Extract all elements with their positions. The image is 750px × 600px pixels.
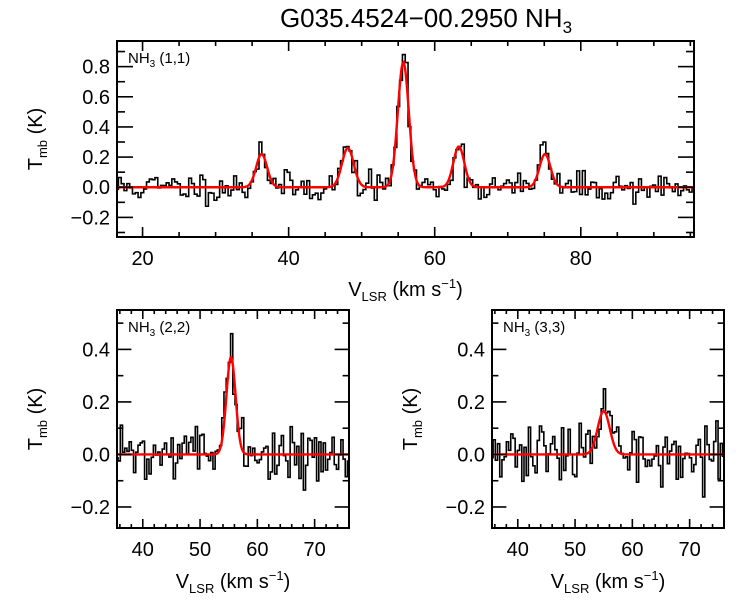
x-tick-label: 40	[278, 248, 300, 270]
y-tick-label: 0.4	[82, 339, 110, 361]
y-axis-label: Tmb (K)	[25, 388, 50, 451]
gaussian-fit-line	[117, 60, 694, 189]
axes-frame	[491, 309, 725, 529]
panel-label: NH3 (2,2)	[128, 319, 190, 339]
y-axis-label: Tmb (K)	[400, 388, 425, 451]
x-tick-label: 40	[507, 539, 529, 561]
x-tick-label: 40	[132, 539, 154, 561]
gaussian-fit-line	[492, 409, 724, 456]
x-tick-label: 60	[621, 539, 643, 561]
panel-nh3-22: 40 50 60 70 −0.2 0.0 0.2 0.4 NH3 (2,2) VLSR (km s…	[25, 309, 350, 596]
spectrum-histogram	[117, 53, 694, 208]
y-tick-label: 0.0	[457, 444, 485, 466]
y-tick-label: −0.2	[71, 207, 110, 229]
y-tick-label: −0.2	[446, 497, 485, 519]
y-tick-label: 0.6	[82, 87, 110, 109]
chart-title: G035.4524−00.2950 NH3	[280, 3, 572, 37]
y-tick-label: 0.4	[457, 339, 485, 361]
y-tick-label: 0.0	[82, 177, 110, 199]
panel-label: NH3 (3,3)	[503, 319, 565, 339]
x-tick-label: 20	[131, 248, 153, 270]
y-tick-label: 0.0	[82, 444, 110, 466]
x-tick-label: 50	[189, 539, 211, 561]
x-tick-label: 70	[304, 539, 326, 561]
y-tick-label: 0.8	[82, 57, 110, 79]
panel-label: NH3 (1,1)	[128, 50, 190, 70]
x-tick-label: 50	[564, 539, 586, 561]
axes-frame	[116, 309, 350, 529]
spectrum-histogram	[492, 387, 724, 498]
y-tick-label: 0.2	[457, 392, 485, 414]
axes-frame	[116, 40, 695, 238]
y-tick-label: 0.4	[82, 117, 110, 139]
x-tick-label: 80	[570, 248, 592, 270]
x-axis-label: VLSR (km s−1)	[176, 568, 291, 596]
x-tick-label: 70	[679, 539, 701, 561]
y-axis-label: Tmb (K)	[25, 108, 50, 171]
x-tick-label: 60	[246, 539, 268, 561]
x-axis-label: VLSR (km s−1)	[348, 276, 463, 304]
y-tick-label: 0.2	[82, 147, 110, 169]
panel-nh3-33: 40 50 60 70 −0.2 0.0 0.2 0.4 NH3 (3,3) VLSR (km s…	[400, 309, 725, 596]
gaussian-fit-line	[117, 355, 349, 456]
x-axis-label: VLSR (km s−1)	[551, 568, 666, 596]
spectrum-histogram	[117, 332, 349, 491]
chart-title-subscript: 3	[563, 18, 572, 37]
y-tick-label: 0.2	[82, 392, 110, 414]
y-tick-label: −0.2	[71, 497, 110, 519]
panel-nh3-11: 20 40 60 80 −0.2 0.0 0.2 0.4 0.6 0.8 NH3 (1,1) VLSR…	[25, 40, 695, 304]
x-tick-label: 60	[424, 248, 446, 270]
